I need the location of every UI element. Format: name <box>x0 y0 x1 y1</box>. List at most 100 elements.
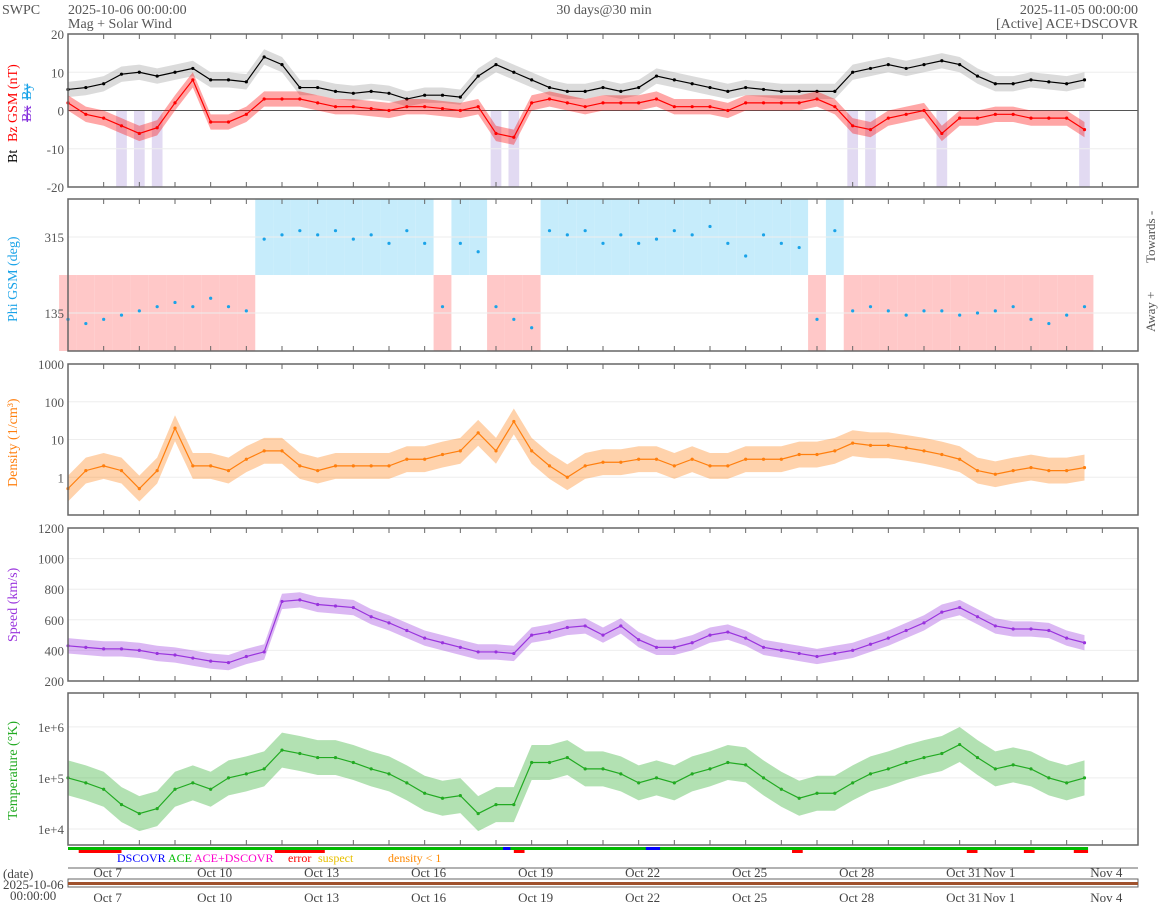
date-label: (date) <box>3 866 33 881</box>
data-point <box>173 101 177 105</box>
data-point <box>119 72 124 76</box>
data-point <box>761 87 766 92</box>
data-point <box>405 105 409 109</box>
legend-suspect: suspect <box>318 851 354 865</box>
by-label[interactable]: By <box>20 84 35 100</box>
data-point <box>209 296 213 300</box>
data-point <box>333 464 338 468</box>
data-point <box>137 811 141 816</box>
data-point <box>583 464 587 468</box>
data-point <box>904 112 908 116</box>
data-point <box>958 63 962 67</box>
data-point <box>922 755 926 760</box>
data-point <box>244 309 248 313</box>
data-point <box>672 78 676 82</box>
data-point <box>137 131 141 136</box>
data-point <box>601 101 605 105</box>
data-point <box>244 80 248 84</box>
data-point <box>547 85 552 90</box>
data-point <box>744 101 748 105</box>
data-point <box>744 85 748 90</box>
data-point <box>833 89 837 93</box>
data-point <box>975 755 980 760</box>
data-point <box>922 108 926 113</box>
data-point <box>280 449 284 453</box>
bx-label[interactable]: Bx <box>20 106 35 122</box>
bz-label[interactable]: Bz GSM (nT) <box>6 64 21 142</box>
data-point <box>779 457 783 461</box>
data-point <box>530 449 534 453</box>
data-point <box>547 630 552 634</box>
data-point <box>387 464 391 468</box>
data-point <box>298 229 302 233</box>
data-point <box>583 105 587 109</box>
range-slider[interactable] <box>67 878 1139 888</box>
data-point <box>512 70 516 74</box>
x-tick-label: Oct 31 <box>946 865 981 880</box>
data-point <box>779 648 783 653</box>
data-point <box>173 70 177 74</box>
x-tick-label: Nov 4 <box>1090 890 1123 905</box>
data-point <box>993 472 997 476</box>
data-point <box>851 441 855 445</box>
data-point <box>1082 776 1087 780</box>
x-tick-label: Oct 7 <box>93 890 122 905</box>
data-point <box>833 229 837 233</box>
data-point <box>102 787 106 791</box>
data-point <box>494 131 498 136</box>
x-tick-label: Nov 4 <box>1090 865 1123 880</box>
data-point <box>868 642 873 646</box>
data-point <box>975 116 980 120</box>
quality-error-mark <box>78 850 122 853</box>
data-point <box>904 446 908 450</box>
data-point <box>316 755 320 760</box>
quality-error-mark <box>513 850 525 853</box>
data-point <box>868 66 873 71</box>
y-tick-label: 10 <box>51 65 64 80</box>
y-tick-label: 600 <box>45 613 65 628</box>
data-point <box>512 317 516 321</box>
data-point <box>922 63 926 67</box>
data-point <box>672 105 676 109</box>
data-point <box>155 807 159 811</box>
data-point <box>351 605 355 610</box>
x-tick-label: Nov 1 <box>983 890 1015 905</box>
header: SWPC 2025-10-06 00:00:00 Mag + Solar Win… <box>2 3 1139 32</box>
panel-speed: 200 400 600 800 1000 1200 <box>38 521 1139 689</box>
data-point <box>726 89 730 93</box>
source-label[interactable]: [Active] ACE+DSCOVR <box>996 17 1139 32</box>
chart-subtitle: Mag + Solar Wind <box>68 17 172 32</box>
data-point <box>619 772 623 776</box>
data-point <box>1065 82 1069 86</box>
data-point <box>423 93 427 97</box>
data-point <box>868 772 873 776</box>
data-point <box>690 772 694 776</box>
data-point <box>637 781 641 785</box>
bt-label[interactable]: Bt <box>6 150 21 163</box>
data-point <box>833 651 837 656</box>
data-point <box>797 89 801 93</box>
data-point <box>726 241 730 245</box>
data-point <box>209 464 213 468</box>
data-point <box>244 772 248 776</box>
data-point <box>1047 628 1051 633</box>
data-point <box>262 449 266 453</box>
data-point <box>690 457 694 461</box>
data-point <box>262 767 266 771</box>
data-point <box>1082 78 1087 82</box>
data-point <box>440 305 445 309</box>
range-slider-selection[interactable] <box>68 882 1138 885</box>
data-point <box>868 128 873 132</box>
data-point <box>476 105 480 109</box>
data-point <box>316 85 320 90</box>
data-point <box>601 85 605 90</box>
data-point <box>958 605 962 610</box>
x-tick-label: Oct 7 <box>93 865 122 880</box>
data-point <box>815 791 819 795</box>
data-point <box>851 781 855 785</box>
data-point <box>975 74 980 78</box>
data-point <box>690 82 694 86</box>
data-point <box>1029 466 1033 470</box>
data-point <box>173 300 177 305</box>
quality-dscovr-mark <box>645 847 661 850</box>
